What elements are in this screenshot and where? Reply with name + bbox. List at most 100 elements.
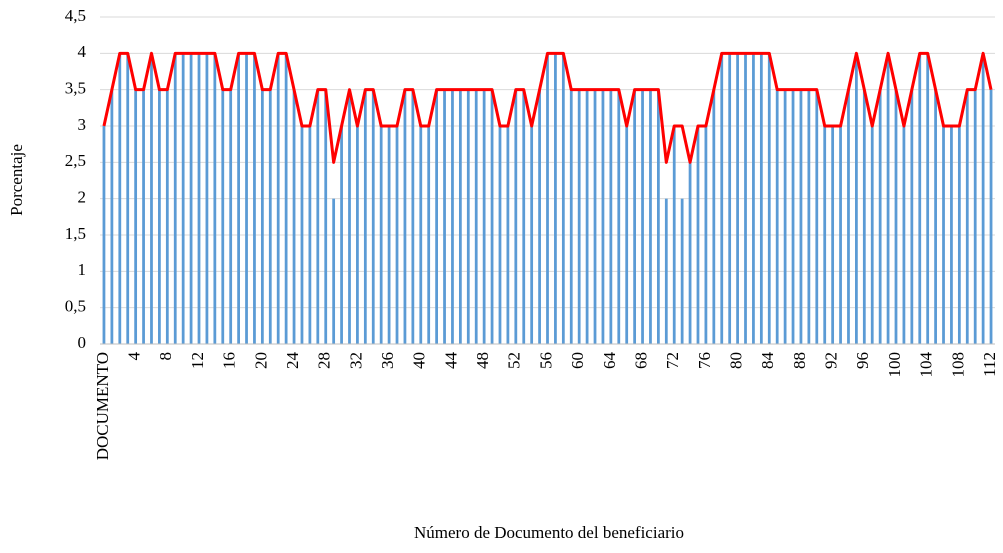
bar [197,53,201,344]
bar [126,53,130,344]
y-tick-label: 0 [78,333,87,352]
y-axis-title: Porcentaje [7,144,26,216]
bar [308,126,312,344]
bar [561,53,565,344]
bar [633,89,637,345]
bar [371,89,375,345]
bar [585,89,589,345]
bar [704,126,708,344]
bar [482,89,486,345]
bar [284,53,288,344]
bar [942,126,945,344]
x-tick-label: 12 [188,352,207,369]
bar [411,89,415,345]
bar [736,53,739,344]
x-tick-label: 84 [758,352,777,370]
bar [102,126,106,344]
bar [680,198,684,344]
x-tick-label: 72 [663,352,682,369]
bar [443,89,446,345]
bar [324,89,328,345]
x-tick-label: 80 [726,352,745,369]
bar [950,126,953,344]
bar [530,126,534,344]
bar [245,53,248,344]
bar [823,126,827,344]
bar [300,126,304,344]
y-tick-label: 2,5 [65,151,86,170]
bar [458,89,462,345]
bar [150,53,153,344]
bar [268,89,272,345]
x-tick-label: 56 [536,352,555,369]
bar [759,53,763,344]
bar [847,89,850,345]
bar [205,53,209,344]
bar [260,89,264,345]
bar [253,53,256,344]
bar [799,89,803,345]
bar [498,126,502,344]
bar [134,89,138,345]
bar [672,126,676,344]
bar [110,89,114,345]
x-tick-label: 40 [410,352,429,369]
bar [886,53,890,344]
bar [664,198,668,344]
bar [538,89,541,345]
x-tick-label: 16 [220,352,239,369]
x-tick-label: 68 [631,352,650,369]
bar [989,89,993,345]
bar [870,126,874,344]
bar [142,89,145,345]
bar [340,126,343,344]
bar [546,53,549,344]
x-tick-label: 52 [505,352,524,369]
bar [118,53,122,344]
bar [577,89,581,345]
bar [767,53,771,344]
bar [815,89,819,345]
bar [744,53,747,344]
bar [435,89,439,345]
bar [855,53,858,344]
bar [466,89,470,345]
bar [609,89,613,345]
bar [165,89,169,345]
x-tick-label: 88 [790,352,809,369]
bar [419,126,423,344]
y-tick-label: 4,5 [65,6,86,25]
bar [839,126,842,344]
bar [617,89,621,345]
bar [348,89,351,345]
bar [688,162,692,344]
bar [649,89,652,345]
bar [902,126,906,344]
bar [712,89,716,345]
bar [973,89,977,345]
bar [926,53,930,344]
x-tick-label: 96 [853,352,872,369]
y-tick-label: 2 [78,188,87,207]
bar [775,89,779,345]
x-tick-label: 20 [251,352,270,369]
bar [158,89,161,345]
bar [514,89,518,345]
x-tick-label: 104 [917,352,936,378]
x-tick-label: 60 [568,352,587,369]
bar [427,126,431,344]
bar [831,126,835,344]
y-tick-label: 3,5 [65,79,86,98]
x-tick-label: 44 [441,352,460,370]
bar [554,53,557,344]
x-tick-label: 8 [156,352,175,361]
x-tick-label: 4 [125,352,144,361]
bar [395,126,399,344]
bar [569,89,573,345]
x-tick-label: 108 [948,352,967,378]
y-tick-label: 4 [78,42,87,61]
bar [332,198,336,344]
bar [791,89,795,345]
bar [601,89,605,345]
